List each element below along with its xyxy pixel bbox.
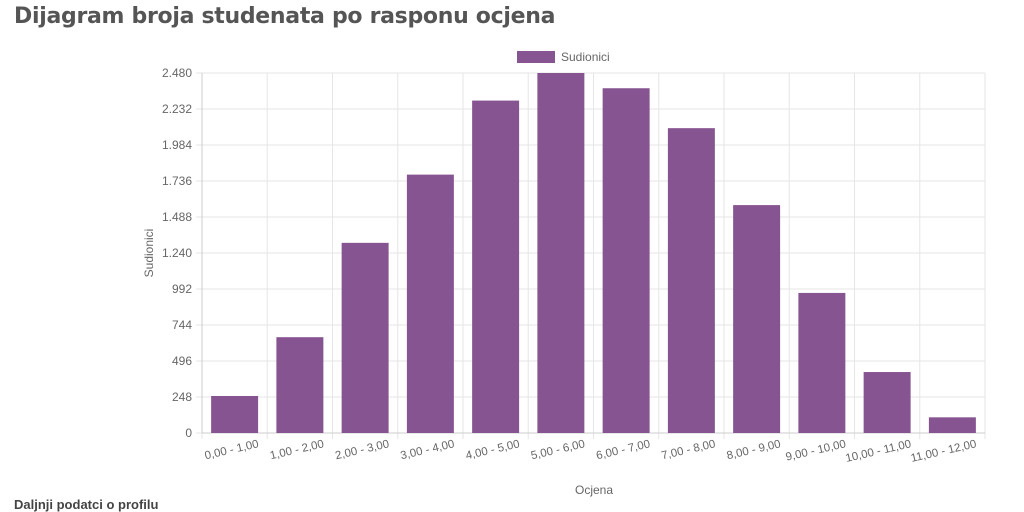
grid-lines: [196, 72, 986, 439]
x-axis-title: Ocjena: [575, 483, 613, 497]
bar-5[interactable]: [472, 100, 520, 434]
x-tick-label: 9,00 - 10,00: [785, 438, 848, 464]
bar-1[interactable]: [211, 395, 259, 433]
y-tick-label: 2.480: [162, 66, 192, 80]
x-tick-label: 5,00 - 6,00: [530, 438, 586, 462]
bar-9[interactable]: [733, 205, 781, 433]
x-tick-labels: 0,00 - 1,00 1,00 - 2,00 2,00 - 3,00 3,00 - …: [204, 438, 978, 465]
y-tick-label: 496: [172, 354, 192, 368]
bar-8[interactable]: [667, 128, 715, 433]
page-title: Dijagram broja studenata po rasponu ocje…: [14, 4, 556, 29]
y-tick-label: 0: [185, 426, 192, 440]
x-tick-label: 0,00 - 1,00: [204, 438, 260, 462]
bar-2[interactable]: [276, 337, 324, 433]
y-tick-label: 1.488: [162, 210, 192, 224]
x-tick-label: 3,00 - 4,00: [399, 438, 455, 462]
bar-7[interactable]: [602, 88, 650, 433]
bar-4[interactable]: [406, 174, 454, 433]
bars: [211, 73, 976, 434]
bar-11[interactable]: [863, 372, 911, 433]
legend[interactable]: Sudionici: [517, 50, 610, 64]
bar-3[interactable]: [341, 242, 389, 433]
x-tick-label: 7,00 - 8,00: [660, 438, 716, 462]
x-tick-label: 4,00 - 5,00: [465, 438, 521, 462]
y-tick-label: 1.240: [162, 246, 192, 260]
profile-data-heading: Daljnji podatci o profilu: [14, 497, 159, 512]
y-tick-label: 992: [172, 282, 192, 296]
y-tick-label: 1.736: [162, 174, 192, 188]
y-tick-label: 1.984: [162, 138, 192, 152]
x-tick-label: 10,00 - 11,00: [845, 438, 913, 465]
bar-10[interactable]: [798, 292, 846, 433]
legend-label[interactable]: Sudionici: [561, 50, 610, 64]
x-tick-label: 2,00 - 3,00: [334, 438, 390, 462]
legend-swatch[interactable]: [517, 51, 555, 63]
y-tick-label: 744: [172, 318, 192, 332]
x-tick-label: 8,00 - 9,00: [726, 438, 782, 462]
bar-12[interactable]: [928, 417, 976, 433]
y-tick-labels: 0 248 496 744 992 1.240 1.488 1.736 1.984 2.232 2.…: [162, 66, 192, 440]
y-axis-title: Sudionici: [142, 229, 156, 278]
x-tick-label: 6,00 - 7,00: [595, 438, 651, 462]
y-tick-label: 248: [172, 390, 192, 404]
y-tick-label: 2.232: [162, 102, 192, 116]
bar-6[interactable]: [537, 73, 585, 433]
x-tick-label: 11,00 - 12,00: [910, 438, 978, 465]
x-tick-label: 1,00 - 2,00: [269, 438, 325, 462]
